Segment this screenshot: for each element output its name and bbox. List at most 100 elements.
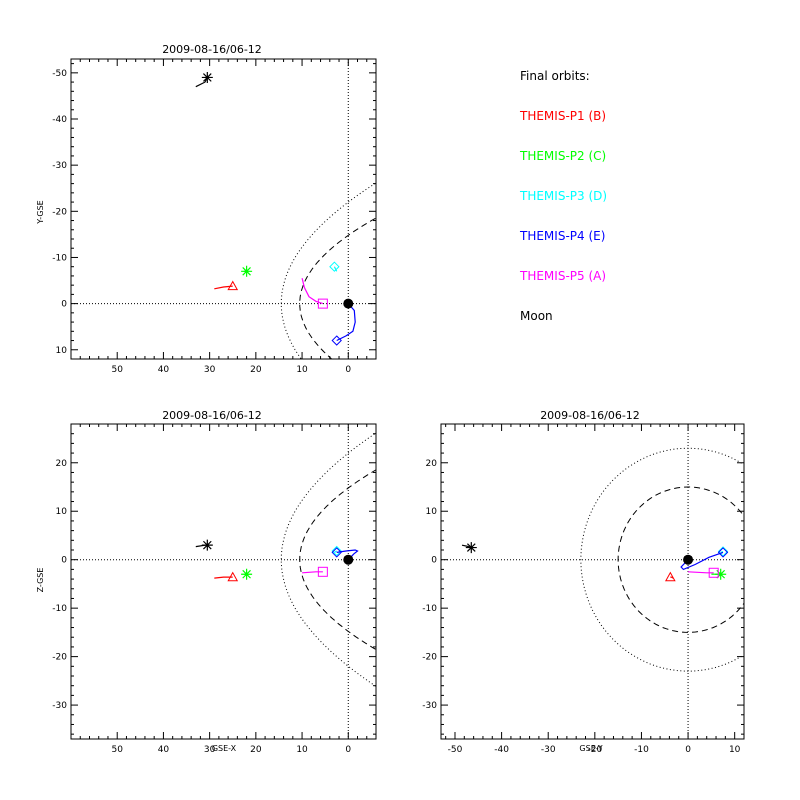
yz-plot-title: 2009-08-16/06-12 bbox=[540, 409, 640, 422]
xz-x-tick-label: 10 bbox=[296, 745, 308, 755]
yz-y-tick-label: 20 bbox=[426, 459, 438, 469]
xy-themis-p4-e-trace bbox=[336, 303, 356, 342]
xz-themis-p4-e-trace bbox=[336, 549, 359, 561]
yz-x-tick-label: -40 bbox=[494, 745, 509, 755]
xy-themis-p4-e-marker bbox=[331, 335, 342, 346]
xy-y-tick-label: -20 bbox=[52, 207, 67, 217]
xz-themis-p3-d-trace bbox=[334, 550, 338, 553]
yz-plot-area bbox=[441, 424, 744, 739]
yz-x-tick-label: 10 bbox=[729, 745, 741, 755]
xz-plot-area bbox=[71, 424, 376, 739]
yz-y-tick-label: -30 bbox=[422, 701, 437, 711]
legend-item-themis-p4: THEMIS-P4 (E) bbox=[519, 229, 605, 243]
xy-y-axis-label: Y-GSE bbox=[36, 200, 45, 224]
yz-magnetopause-boundary bbox=[617, 486, 744, 633]
xz-y-tick-label: 10 bbox=[56, 507, 68, 517]
xz-bow-shock-boundary bbox=[280, 432, 376, 687]
xy-themis-p2-c-marker bbox=[241, 265, 253, 277]
xz-themis-p3-d-marker bbox=[331, 545, 342, 557]
xy-plot-area bbox=[71, 59, 376, 359]
xy-x-tick-label: 40 bbox=[158, 365, 170, 375]
xz-themis-p1-b-marker bbox=[227, 571, 239, 582]
xz-plot-panel: 2009-08-16/06-12 GSE-X Z-GSE 50 40 30 20 10 0… bbox=[36, 409, 377, 755]
xy-themis-p5-a-marker bbox=[317, 298, 328, 309]
yz-y-tick-label: -20 bbox=[422, 653, 437, 663]
xy-y-tick-label: -40 bbox=[52, 115, 67, 125]
xy-y-tick-label: -50 bbox=[52, 69, 67, 79]
legend-item-themis-p3: THEMIS-P3 (D) bbox=[519, 189, 607, 203]
yz-x-tick-label: -30 bbox=[541, 745, 556, 755]
xz-y-axis-label: Z-GSE bbox=[36, 568, 45, 593]
xz-y-tick-label: -10 bbox=[52, 604, 67, 614]
yz-themis-p1-b-marker bbox=[664, 571, 676, 582]
xz-y-tick-label: 0 bbox=[61, 556, 67, 566]
xy-y-tick-label: -30 bbox=[52, 161, 67, 171]
xy-plot-panel: 2009-08-16/06-12 Y-GSE 50 40 30 20 10 0 -50 -40… bbox=[36, 43, 377, 375]
xy-x-tick-label: 0 bbox=[345, 365, 351, 375]
xy-x-tick-label: 50 bbox=[111, 365, 123, 375]
xz-themis-p1-b-trace bbox=[214, 576, 233, 579]
yz-moon-marker bbox=[465, 542, 477, 554]
xy-moon-marker bbox=[201, 71, 213, 83]
xy-earth-marker bbox=[343, 298, 354, 309]
yz-y-tick-label: 10 bbox=[426, 507, 438, 517]
legend-item-themis-p2: THEMIS-P2 (C) bbox=[519, 149, 606, 163]
yz-bow-shock-boundary bbox=[580, 447, 744, 672]
xz-x-tick-label: 20 bbox=[250, 745, 262, 755]
xz-earth-marker bbox=[343, 554, 354, 565]
xz-themis-p4-e-marker bbox=[331, 547, 342, 558]
yz-plot-frame bbox=[440, 423, 745, 740]
yz-themis-p4-e-trace bbox=[680, 551, 724, 571]
xz-x-tick-label: 30 bbox=[204, 745, 216, 755]
xz-y-tick-label: 20 bbox=[56, 459, 68, 469]
legend-item-moon: Moon bbox=[520, 309, 553, 323]
legend-item-themis-p5: THEMIS-P5 (A) bbox=[519, 269, 606, 283]
xz-plot-frame bbox=[70, 423, 377, 740]
yz-themis-p2-c-marker bbox=[715, 568, 727, 580]
xz-themis-p5-a-trace bbox=[302, 571, 323, 574]
yz-x-axis-label: GSE-Y bbox=[579, 744, 602, 753]
yz-y-tick-label: -10 bbox=[422, 604, 437, 614]
xy-magnetopause-boundary bbox=[299, 217, 376, 359]
xy-x-tick-label: 20 bbox=[250, 365, 262, 375]
yz-themis-p3-d-marker bbox=[717, 546, 729, 557]
yz-themis-p5-a-marker bbox=[708, 567, 719, 578]
yz-x-tick-label: -50 bbox=[448, 745, 463, 755]
legend-title: Final orbits: bbox=[520, 69, 590, 83]
xy-x-tick-label: 30 bbox=[204, 365, 216, 375]
xy-y-tick-label: 0 bbox=[61, 300, 67, 310]
yz-x-tick-label: -10 bbox=[634, 745, 649, 755]
xy-themis-p3-d-marker bbox=[329, 261, 340, 272]
xz-y-tick-label: -30 bbox=[52, 701, 67, 711]
xz-themis-p5-a-marker bbox=[317, 566, 328, 577]
xz-x-tick-label: 40 bbox=[158, 745, 170, 755]
yz-themis-p1-b-trace bbox=[670, 576, 674, 579]
xy-themis-p3-d-trace bbox=[333, 266, 338, 272]
xz-x-axis-label: GSE-X bbox=[212, 744, 237, 753]
xz-x-tick-label: 50 bbox=[111, 745, 123, 755]
xy-plot-frame bbox=[70, 58, 377, 360]
yz-y-tick-label: 0 bbox=[431, 556, 437, 566]
xz-y-tick-label: -20 bbox=[52, 653, 67, 663]
yz-earth-marker bbox=[683, 554, 694, 565]
xz-magnetopause-boundary bbox=[299, 469, 376, 651]
legend: Final orbits: THEMIS-P1 (B) THEMIS-P2 (C… bbox=[519, 69, 607, 323]
xz-themis-p2-c-marker bbox=[241, 568, 253, 580]
yz-themis-p3-d-trace bbox=[720, 550, 724, 553]
xy-y-tick-label: -10 bbox=[52, 253, 67, 263]
yz-x-tick-label: 0 bbox=[685, 745, 691, 755]
legend-item-themis-p1: THEMIS-P1 (B) bbox=[519, 109, 606, 123]
xy-x-tick-label: 10 bbox=[296, 365, 308, 375]
yz-x-tick-label: -20 bbox=[587, 745, 602, 755]
xy-y-tick-label: 10 bbox=[56, 346, 68, 356]
yz-plot-panel: 2009-08-16/06-12 GSE-Y -50 -40 -30 -20 -10 0 1… bbox=[422, 409, 745, 755]
yz-themis-p5-a-trace bbox=[688, 571, 714, 574]
xy-plot-title: 2009-08-16/06-12 bbox=[162, 43, 262, 56]
xy-themis-p1-b-marker bbox=[227, 280, 239, 291]
xz-x-tick-label: 0 bbox=[345, 745, 351, 755]
xz-moon-marker bbox=[201, 539, 213, 551]
yz-themis-p4-e-marker bbox=[717, 547, 729, 558]
xz-plot-title: 2009-08-16/06-12 bbox=[162, 409, 262, 422]
